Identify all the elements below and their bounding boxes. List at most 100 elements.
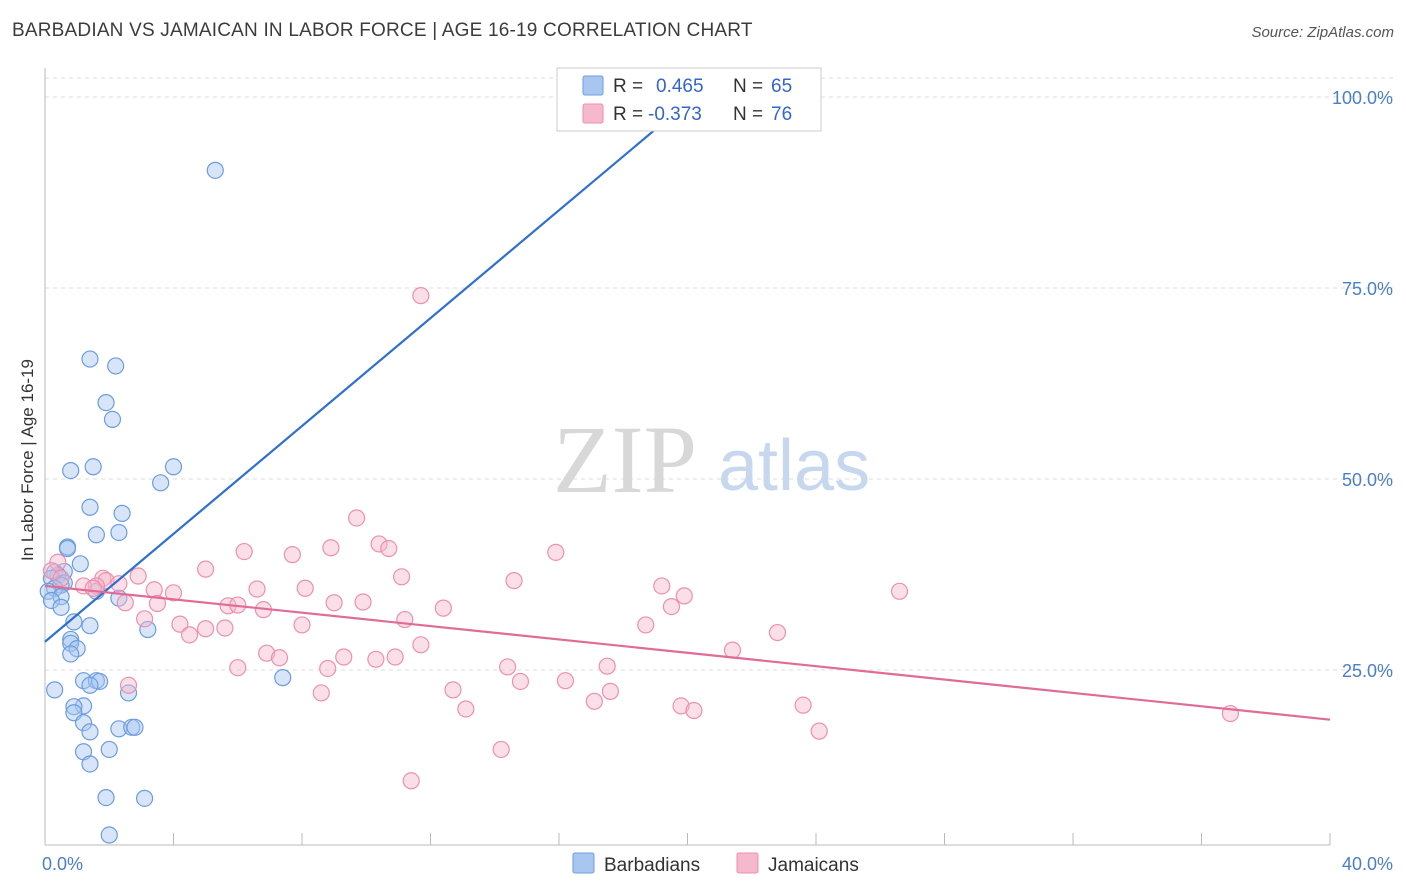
jamaican-point-52 [319,659,337,678]
barbadian-trend-line [44,96,695,643]
jamaican-point-55 [598,657,616,675]
chart-title: BARBADIAN VS JAMAICAN IN LABOR FORCE | A… [12,20,753,41]
trend-lines [44,96,1331,721]
watermark-atlas: atlas [718,426,870,506]
jamaican-point-5 [235,542,253,561]
barbadian-point-10 [81,498,99,516]
jamaican-point-50 [386,648,404,666]
jamaican-point-47 [270,649,289,667]
barbadian-point-11 [113,504,131,522]
barbadian-point-32 [139,620,157,639]
watermark: ZIP atlas [553,406,870,513]
barbadian-point-54 [81,755,99,773]
barbadian-point-12 [87,526,106,544]
jamaican-point-71 [402,772,420,790]
jamaican-point-63 [585,692,603,710]
barbadian-points [39,92,642,844]
barbadian-point-56 [135,789,154,807]
x-tick-label-1: 40.0% [1342,854,1393,874]
jamaican-point-27 [164,584,183,602]
jamaican-point-25 [675,587,693,605]
jamaican-point-26 [890,582,909,600]
jamaican-point-3 [380,539,398,558]
barbadian-point-0 [206,161,224,179]
legend-n-label-blue: N = [733,76,763,97]
barbadian-point-3 [107,357,125,375]
legend-swatch-pink [582,103,604,124]
barbadian-point-53 [100,740,118,759]
barbadian-point-5 [103,410,122,429]
barbadian-point-45 [65,698,83,716]
barbadian-point-39 [91,672,109,691]
y-tick-label-3: 100.0% [1332,88,1393,108]
barbadian-point-15 [58,539,77,558]
jamaican-point-49 [367,650,385,668]
barbadian-point-55 [97,788,115,807]
legend-n-value-blue: 65 [771,76,792,97]
series-legend-barbadians: Barbadians [604,855,700,876]
jamaican-point-39 [293,616,311,634]
y-axis-label: In Labor Force | Age 16-19 [18,359,37,561]
jamaican-point-12 [505,572,523,590]
legend-n-label-pink: N = [733,104,763,125]
y-tick-label-0: 25.0% [1342,661,1393,681]
legend-r-label-blue: R = [613,76,643,97]
barbadian-point-41 [46,681,64,699]
jamaican-point-23 [296,579,314,597]
y-tick-label-2: 75.0% [1342,279,1393,299]
axes [44,68,1331,846]
barbadian-point-51 [126,718,144,736]
x-tick-label-0: 0.0% [42,854,83,874]
legend-r-label-pink: R = [613,104,643,125]
jamaican-point-22 [248,580,266,598]
watermark-zip: ZIP [553,406,697,513]
jamaican-point-37 [135,610,154,628]
jamaican-point-53 [229,659,247,677]
legend-n-value-pink: 76 [771,104,792,125]
jamaican-trend-line [44,584,1331,721]
barbadian-point-2 [81,350,99,368]
y-tick-labels: 25.0% 50.0% 75.0% 100.0% [1332,88,1393,681]
jamaican-point-0 [412,287,430,305]
jamaican-point-65 [672,697,690,715]
barbadian-point-48 [81,723,99,741]
series-legend-swatch-jamaicans [736,852,759,874]
jamaican-point-34 [434,599,452,617]
stats-legend: R = 0.465 N = 65 R = -0.373 N = 76 [556,67,822,132]
jamaican-point-51 [412,636,430,654]
series-legend-swatch-barbadians [572,852,595,874]
jamaican-point-20 [84,579,102,597]
barbadian-point-6 [62,461,80,480]
jamaican-point-36 [662,597,681,616]
x-tick-labels: 0.0% 40.0% [42,854,1393,874]
jamaican-point-41 [180,626,199,644]
barbadian-point-8 [164,458,183,476]
jamaican-point-43 [216,619,234,637]
series-legend: Barbadians Jamaicans [572,852,859,876]
source-credit: Source: ZipAtlas.com [1251,24,1394,41]
barbadian-point-16 [71,555,89,573]
barbadian-point-36 [62,645,80,663]
jamaican-point-61 [601,682,620,700]
barbadian-point-13 [110,523,128,542]
legend-r-value-blue: 0.465 [656,76,704,97]
jamaican-point-1 [348,509,366,527]
jamaican-point-10 [129,567,147,585]
jamaican-point-57 [511,672,530,691]
barbadian-point-29 [52,598,70,616]
jamaican-point-9 [197,560,215,578]
jamaican-point-2 [370,535,388,553]
jamaican-point-18 [110,575,128,593]
jamaican-point-4 [547,543,565,561]
barbadian-point-40 [81,676,99,694]
barbadian-point-31 [65,613,83,631]
jamaican-point-60 [312,684,330,702]
jamaican-point-40 [396,610,414,629]
barbadian-point-47 [74,714,93,732]
jamaican-points [42,287,1240,790]
series-legend-jamaicans: Jamaicans [768,855,859,876]
jamaican-point-59 [444,681,462,699]
legend-r-value-pink: -0.373 [648,104,702,125]
y-tick-label-1: 50.0% [1342,470,1393,490]
